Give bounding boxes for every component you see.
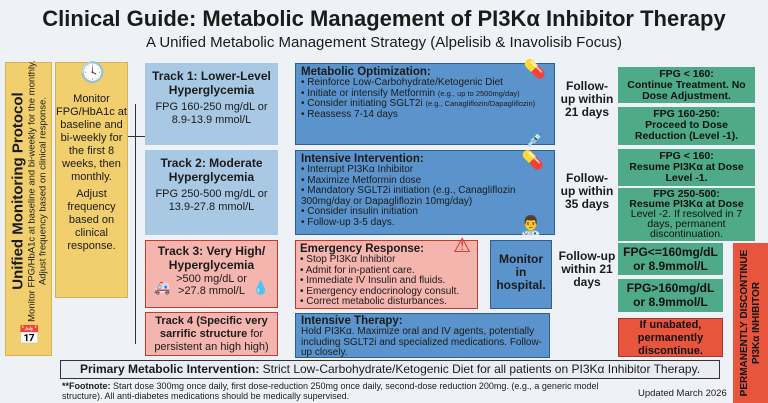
outcome-text: Level -2. If resolved in 7 days, permane… xyxy=(630,208,743,240)
outcome-box: FPG < 160: Continue Treatment. No Dose Ad… xyxy=(618,67,755,103)
syringe-icon: 💉 xyxy=(526,130,544,147)
outcome-box: FPG<=160mg/dL or 8.9mmol/L xyxy=(618,243,723,275)
followup-2: Follow-up within 35 days xyxy=(560,171,614,211)
track-4: Track 4 (Specific very sarrific structur… xyxy=(145,312,278,356)
clock-icon: 🕓 xyxy=(80,62,105,84)
track-title: Track 2: Moderate Hyperglycemia xyxy=(160,156,263,184)
outcome-box: FPG>160mg/dL or 8.9mmol/L xyxy=(618,279,723,312)
primary-intervention-bar: Primary Metabolic Intervention: Strict L… xyxy=(60,360,720,379)
doctor-icon: 👨‍⚕️ xyxy=(519,214,542,235)
pill-icon: 💊 xyxy=(521,150,544,170)
outcome-title: FPG 250-500: xyxy=(653,188,720,200)
unified-monitoring-protocol: Unified Monitoring Protocol Monitor FPG/H… xyxy=(5,61,52,356)
primary-label: Primary Metabolic Intervention: xyxy=(79,362,260,376)
action-item: Reinforce Low-Carbohydrate/Ketogenic Die… xyxy=(301,77,549,89)
track-range: for persistent an high high) xyxy=(154,328,269,353)
action-item: Interrupt PI3Kα Inhibitor xyxy=(301,164,516,176)
track-title: Track 4 (Specific very sarrific structur… xyxy=(155,315,268,340)
discontinue-outcome: If unabated, permanently discontinue. xyxy=(618,318,723,357)
action-item: Hold PI3Kα. Maximize oral and IV agents,… xyxy=(301,326,543,358)
outcome-box: FPG 160-250: Proceed to Dose Reduction (L… xyxy=(618,107,755,145)
action-item: Reassess 7-14 days xyxy=(301,109,549,121)
outcome-box: FPG < 160: Resume PI3Kα at Dose Level -1. xyxy=(618,149,755,186)
action-item: Consider insulin initiation xyxy=(301,206,516,218)
track-3: Track 3: Very High/ Hyperglycemia 🚑 >500… xyxy=(145,240,278,308)
track-range: FPG 250-500 mg/dL or 13.9-27.8 mmol/L xyxy=(155,188,268,213)
action-item: Consider initiating SGLT2i xyxy=(307,98,423,109)
outcome-box: FPG 250-500: Resume PI3Kα at Dose Level -2… xyxy=(618,188,755,241)
adjust-text: Adjust frequency based on clinical respo… xyxy=(67,188,116,252)
connector xyxy=(128,136,145,137)
warning-icon: ⚠ xyxy=(453,235,471,257)
action-title: Intensive Therapy: xyxy=(301,315,403,327)
monitoring-box: 🕓 Monitor FPG/HbA1c at baseline and bi-w… xyxy=(55,62,128,298)
outcome-text: Continue Treatment. No Dose Adjustment. xyxy=(627,79,746,102)
page-subtitle: A Unified Metabolic Management Strategy … xyxy=(145,34,623,51)
blood-drop-icon: 💧 xyxy=(252,280,269,295)
calendar-clock-icon: 📅 xyxy=(18,325,41,345)
outcome-text: Resume PI3Kα at Dose xyxy=(629,198,744,210)
followup-1: Follow-up within 21 days xyxy=(560,79,614,119)
intensive-intervention-box: Intensive Intervention: Interrupt PI3Kα … xyxy=(295,150,555,235)
footnote: **Footnote: Start dose 300mg once daily,… xyxy=(62,381,622,401)
action-item: Initiate or intensify Metformin xyxy=(307,87,436,99)
emergency-response-box: Emergency Response: Stop PI3Kα Inhibitor… xyxy=(295,235,478,309)
track-title: Track 3: Very High/ Hyperglycemia xyxy=(157,244,266,272)
action-item: Mandatory SGLT2i initiation (e.g., Canag… xyxy=(301,185,516,207)
action-note: (e.g., up to 2500mg/day) xyxy=(437,88,520,98)
followup-3: Follow-up within 21 days xyxy=(558,249,616,289)
outcome-title: FPG < 160: xyxy=(659,150,714,162)
action-item: Stop PI3Kα Inhibitor xyxy=(300,254,473,266)
action-title: Emergency Response: xyxy=(300,243,424,255)
ambulance-icon: 🚑 xyxy=(154,280,171,295)
pill-icon: 💊 xyxy=(523,59,546,79)
permanently-discontinue-banner: PERMANENTLY DISCONTINUE PI3Kα INHIBITOR xyxy=(733,243,768,403)
connector xyxy=(135,104,136,344)
action-note: (e.g., Canagliflozin/Dapagliflozin) xyxy=(425,99,536,108)
track-range: >500 mg/dL or >27.8 mmol/L xyxy=(176,273,247,297)
outcome-text: Resume PI3Kα at Dose Level -1. xyxy=(629,161,744,184)
action-item: Correct metabolic disturbances. xyxy=(300,296,473,308)
outcome-title: FPG 160-250: xyxy=(653,108,720,120)
footnote-label: **Footnote: xyxy=(62,381,111,391)
track-title: Track 1: Lower-Level Hyperglycemia xyxy=(152,69,271,97)
monitor-in-hospital: Monitor in hospital. xyxy=(490,240,552,309)
action-item: Maximize Metformin dose xyxy=(301,175,516,187)
action-title: Metabolic Optimization: xyxy=(301,66,431,78)
monitor-text: Monitor FPG/HbA1c at baseline and bi-wee… xyxy=(56,93,127,183)
protocol-title: Unified Monitoring Protocol xyxy=(9,92,26,291)
action-item: Admit for in-patient care. xyxy=(300,265,473,277)
action-item: Follow-up 3-5 days. xyxy=(301,217,516,229)
protocol-text: Monitor FPG/HbA1c at baseline and bi-wee… xyxy=(26,60,48,323)
outcome-title: FPG < 160: xyxy=(659,68,714,80)
track-2: Track 2: Moderate Hyperglycemia FPG 250-5… xyxy=(145,150,278,235)
updated-date: Updated March 2026 xyxy=(638,388,727,399)
action-item: Immediate IV Insulin and fluids. xyxy=(300,275,473,287)
primary-text: Strict Low-Carbohydrate/Ketogenic Diet f… xyxy=(262,362,701,376)
discontinue-text: PERMANENTLY DISCONTINUE PI3Kα INHIBITOR xyxy=(738,249,762,397)
track-1: Track 1: Lower-Level Hyperglycemia FPG 16… xyxy=(145,63,278,145)
action-title: Intensive Intervention: xyxy=(301,153,424,165)
page-title: Clinical Guide: Metabolic Management of … xyxy=(42,6,726,31)
intensive-therapy-box: Intensive Therapy: Hold PI3Kα. Maximize … xyxy=(295,313,550,358)
metabolic-optimization-box: Metabolic Optimization: Reinforce Low-Ca… xyxy=(295,59,555,147)
track-range: FPG 160-250 mg/dL or 8.9-13.9 mmol/L xyxy=(155,101,268,126)
outcome-text: Proceed to Dose Reduction (Level -1). xyxy=(634,119,739,142)
footnote-text: Start dose 300mg once daily, first dose-… xyxy=(62,381,599,401)
action-item: Emergency endocrinology consult. xyxy=(300,286,473,298)
